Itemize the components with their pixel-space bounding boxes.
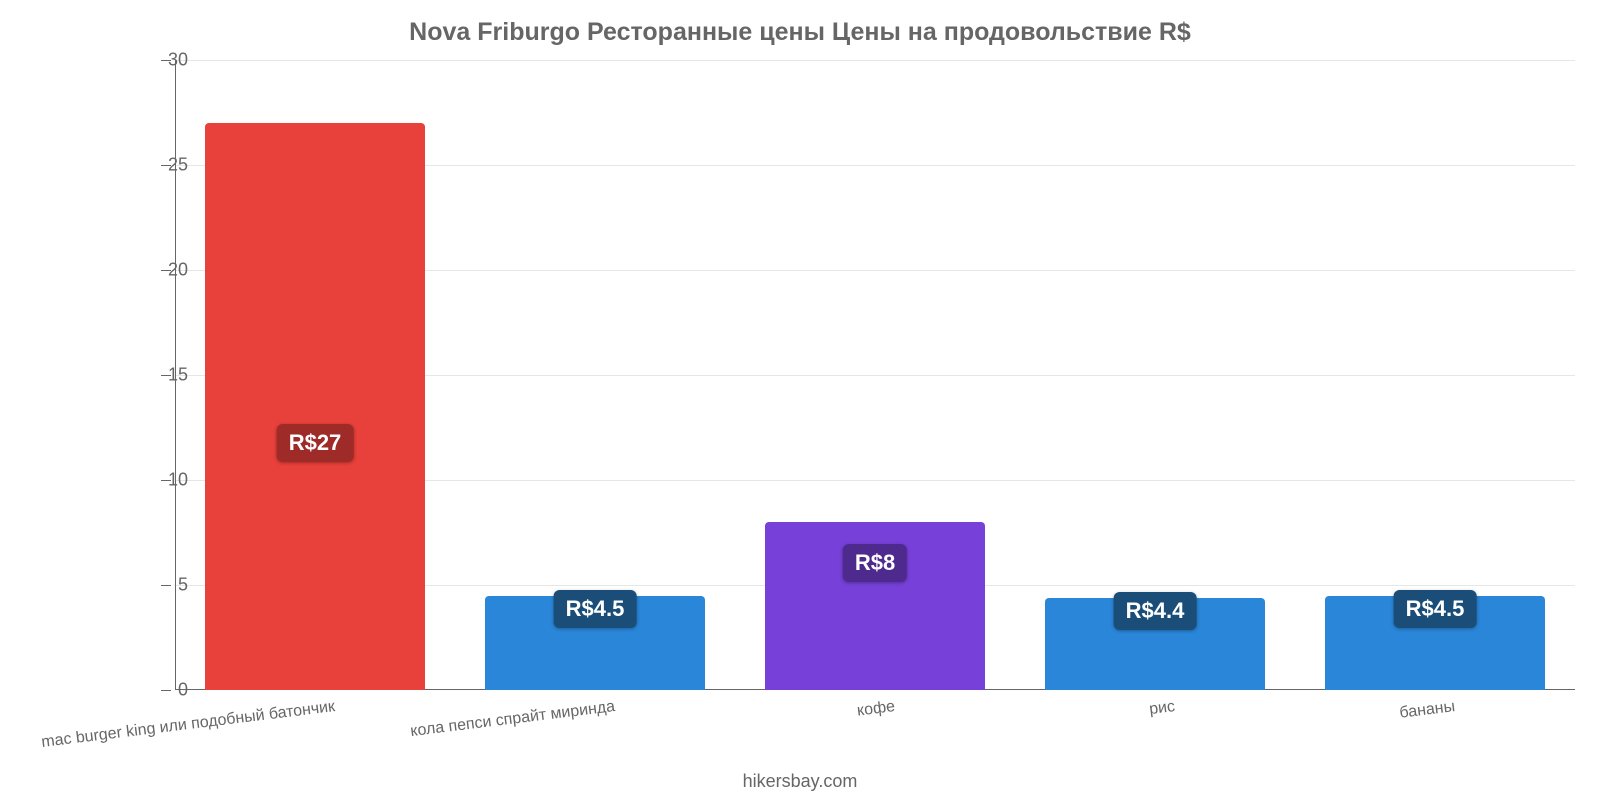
y-tick-label: 5 <box>148 575 188 596</box>
x-tick-label: mac burger king или подобный батончик <box>40 698 336 752</box>
y-tick-label: 30 <box>148 50 188 71</box>
bars-container <box>175 60 1575 690</box>
value-badge: R$8 <box>843 544 907 582</box>
y-tick-label: 25 <box>148 155 188 176</box>
attribution: hikersbay.com <box>0 771 1600 792</box>
value-badge: R$4.4 <box>1114 592 1197 630</box>
plot-area: R$27 R$4.5 R$8 R$4.4 R$4.5 <box>175 60 1575 690</box>
y-tick-label: 15 <box>148 365 188 386</box>
x-tick-label: кофе <box>856 698 896 721</box>
value-badge: R$4.5 <box>1394 590 1477 628</box>
x-tick-label: рис <box>1148 698 1176 719</box>
y-tick-label: 20 <box>148 260 188 281</box>
y-tick-label: 10 <box>148 470 188 491</box>
y-tick-label: 0 <box>148 680 188 701</box>
bar <box>205 123 425 690</box>
x-tick-label: кола пепси спрайт миринда <box>409 698 616 741</box>
x-tick-label: бананы <box>1399 698 1457 723</box>
value-badge: R$27 <box>277 424 354 462</box>
chart-title: Nova Friburgo Ресторанные цены Цены на п… <box>0 18 1600 47</box>
value-badge: R$4.5 <box>554 590 637 628</box>
